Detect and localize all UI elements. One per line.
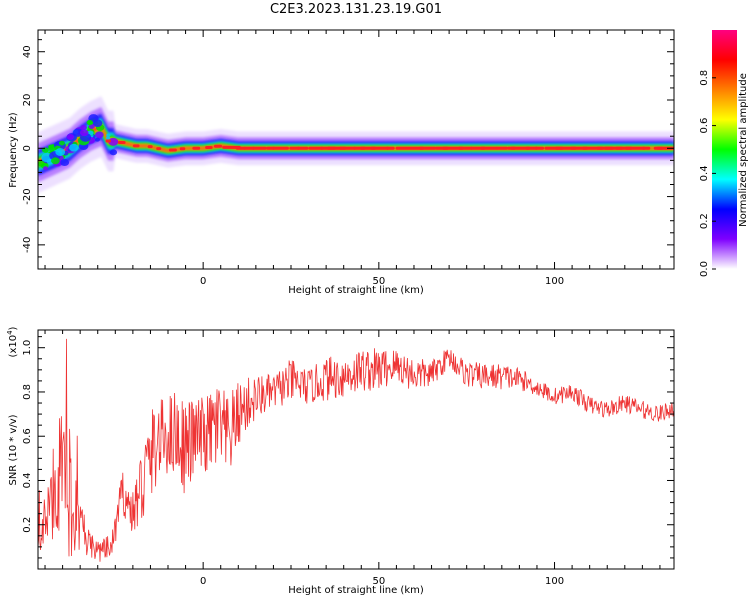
snr-frame (37, 329, 675, 570)
spectrogram-peak (525, 146, 538, 150)
colorbar-scale (712, 30, 737, 269)
spectrogram-peak (156, 147, 162, 151)
snr-scale-label: (x104) (6, 326, 19, 357)
snr-x-axis-label: Height of straight line (km) (288, 585, 424, 596)
spectrogram-peak (338, 146, 356, 150)
spectrogram-peak (243, 146, 255, 150)
spectrogram-y-tick-label: 20 (22, 94, 33, 107)
snr-panel: 0 50 100 0.2 0.4 0.6 0.8 1.0 Height of straight… (6, 326, 675, 596)
colorbar-tick-label: 0.8 (699, 70, 710, 86)
snr-line (38, 338, 674, 562)
spectrogram-blob (94, 137, 100, 142)
spectrogram-peak (272, 146, 289, 150)
snr-y-axis-label: SNR (10 * v/v) (8, 414, 19, 485)
spectrogram-frame (37, 29, 675, 270)
spectrogram-peak (386, 146, 395, 150)
spectrogram-blob (88, 124, 95, 129)
spectrogram-blob (80, 124, 87, 131)
spectrogram-peak (458, 146, 473, 150)
spectrogram-peak (480, 146, 499, 150)
spectrogram-panel: 0 50 100 -40 -20 0 20 40 Height of straight lin… (8, 29, 675, 296)
spectrogram-peak (370, 146, 390, 150)
spectrogram-ticks: 0 50 100 -40 -20 0 20 40 (22, 30, 674, 287)
spectrogram-peak (147, 145, 153, 149)
spectrogram-peak (235, 146, 246, 150)
spectrogram-blob (66, 133, 75, 140)
snr-y-tick-label: 0.8 (22, 384, 33, 400)
spectrogram-peak (213, 144, 223, 148)
spectrogram-peak (296, 146, 309, 150)
spectrogram-x-tick-label: 100 (545, 276, 564, 287)
spectrogram-peak (624, 146, 646, 150)
spectrogram-peak (641, 146, 651, 150)
spectrogram-blob (106, 133, 111, 137)
spectrogram-peak (205, 146, 213, 150)
snr-y-tick-label: 0.6 (22, 428, 33, 444)
spectrogram-y-tick-label: -20 (22, 188, 33, 204)
spectrogram-marks (38, 96, 674, 194)
spectrogram-y-tick-label: 0 (22, 145, 33, 151)
spectrogram-blob (72, 128, 84, 137)
spectrogram-peak (495, 146, 508, 150)
colorbar-tick-label: 0.4 (699, 165, 710, 181)
spectrogram-blob (55, 148, 66, 156)
spectrogram-peak (395, 146, 415, 150)
spectrogram-y-axis-label: Frequency (Hz) (8, 112, 19, 188)
spectrogram-blob (42, 166, 48, 171)
spectrogram-peak (132, 144, 140, 148)
spectrogram-peak (308, 146, 324, 150)
snr-y-tick-label: 0.4 (22, 473, 33, 489)
snr-y-tick-label: 1.0 (22, 340, 33, 356)
snr-y-tick-label: 0.2 (22, 517, 33, 533)
spectrogram-blob (109, 149, 118, 156)
spectrogram-x-axis-label: Height of straight line (km) (288, 285, 424, 296)
spectrogram-blob (60, 158, 70, 166)
spectrogram-blob (48, 144, 55, 150)
spectrogram-peak (105, 139, 111, 143)
spectrogram-peak (534, 146, 545, 150)
spectrogram-blob (80, 129, 89, 137)
spectrogram-blob (95, 131, 104, 139)
spectrogram-peak (510, 146, 531, 150)
spectrogram-peak (251, 146, 267, 150)
colorbar-label: Normalized spectral amplitude (738, 73, 749, 227)
spectrogram-y-tick-label: -40 (22, 237, 33, 253)
colorbar-tick-label: 0.0 (699, 261, 710, 277)
spectrogram-y-tick-label: 40 (22, 45, 33, 58)
snr-marks (38, 338, 674, 562)
spectrogram-blob (106, 136, 111, 140)
spectrogram-peak (656, 146, 674, 150)
snr-plot-area (38, 330, 674, 569)
spectrogram-band-3 (38, 117, 674, 172)
spectrogram-peak (117, 141, 126, 145)
spectrogram-peak (179, 147, 186, 151)
spectrogram-peak (168, 148, 177, 152)
snr-x-tick-label: 100 (545, 576, 564, 587)
colorbar: 0.0 0.2 0.4 0.6 0.8 Normalized spectral ampl… (699, 30, 749, 277)
chart-title: C2E3.2023.131.23.19.G01 (269, 2, 443, 17)
spectrogram-peak (418, 146, 437, 150)
spectrogram-blob (59, 140, 65, 146)
spectrogram-blob (38, 160, 45, 167)
spectrogram-blob (108, 137, 119, 146)
spectrogram-x-tick-label: 0 (200, 276, 206, 287)
spectrogram-blob (51, 157, 60, 165)
snr-x-tick-label: 0 (200, 576, 206, 587)
colorbar-tick-label: 0.2 (699, 213, 710, 229)
snr-x-tick-label: 50 (372, 576, 385, 587)
colorbar-ticks: 0.0 0.2 0.4 0.6 0.8 (699, 70, 716, 277)
spectrogram-x-tick-label: 50 (372, 276, 385, 287)
spectrogram-peak (192, 146, 201, 150)
spectrogram-blob (69, 143, 79, 152)
colorbar-tick-label: 0.6 (699, 118, 710, 134)
spectrogram-blob (86, 119, 93, 126)
snr-ticks: 0 50 100 0.2 0.4 0.6 0.8 1.0 (22, 330, 674, 587)
